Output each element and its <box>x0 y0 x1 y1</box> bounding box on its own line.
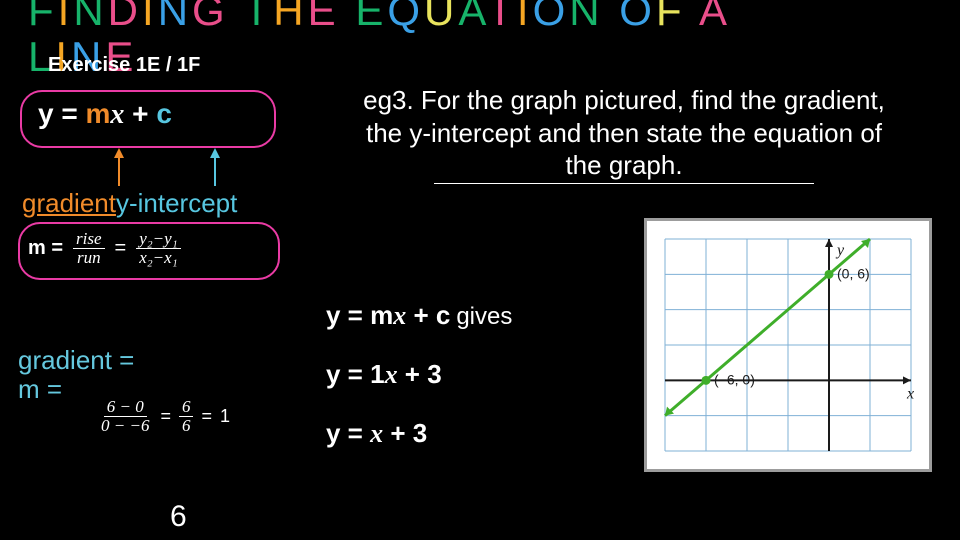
eq-m: m <box>85 98 110 129</box>
calc-eq1: = <box>160 406 171 427</box>
equals-1: = <box>115 237 127 260</box>
calc-result: 1 <box>220 406 230 427</box>
gradient-label: gradient <box>22 188 116 218</box>
frac-rise-run: riserun <box>73 230 105 267</box>
svg-text:(0, 6): (0, 6) <box>837 265 870 281</box>
eg3-underline: the graph. <box>434 149 814 184</box>
svg-text:x: x <box>906 385 914 402</box>
eg3-line1: eg3. For the graph pictured, find the gr… <box>298 84 950 117</box>
graph-figure: (0, 6) (−6, 0) y x <box>644 218 932 472</box>
arrow-intercept <box>208 148 210 188</box>
yintercept-label: y-intercept <box>116 188 237 218</box>
gradient-formula: m = riserun = y₂−y₁x₂−x₁ <box>28 230 181 267</box>
gradient-calculation: 6 − 00 − −6 = 66 = 1 <box>98 398 230 435</box>
eq-c: c <box>156 98 172 129</box>
eq-y: y = <box>38 98 85 129</box>
eq-x: x <box>110 99 124 130</box>
exercise-label: Exercise 1E / 1F <box>48 54 200 77</box>
eq-plus: + <box>124 98 156 129</box>
result-row-3: y = x + 3 <box>326 418 512 449</box>
example-text: eg3. For the graph pictured, find the gr… <box>298 84 950 184</box>
calc-frac1: 6 − 00 − −6 <box>98 398 152 435</box>
result-row-2: y = 1x + 3 <box>326 359 512 390</box>
frac-deltas: y₂−y₁x₂−x₁ <box>136 230 180 267</box>
arrow-gradient <box>112 148 114 188</box>
calc-frac2: 66 <box>179 398 194 435</box>
m-equals: m = <box>28 237 63 260</box>
eg3-line2: the y-intercept and then state the equat… <box>298 117 950 150</box>
eg3-line3: the graph. <box>565 149 682 182</box>
result-equations: y = mx + cgives y = 1x + 3 y = x + 3 <box>326 300 512 477</box>
gradient-intercept-labels: gradienty-intercept <box>22 188 237 219</box>
gradient-eq-line1: gradient = <box>18 346 134 375</box>
svg-text:y: y <box>835 242 845 259</box>
gradient-equals: gradient = m = <box>18 346 134 403</box>
result-row-1: y = mx + cgives <box>326 300 512 331</box>
svg-text:(−6, 0): (−6, 0) <box>714 371 755 387</box>
calc-eq2: = <box>201 406 212 427</box>
slope-intercept-form: y = mx + c <box>38 98 172 131</box>
six-label: 6 <box>170 500 187 534</box>
